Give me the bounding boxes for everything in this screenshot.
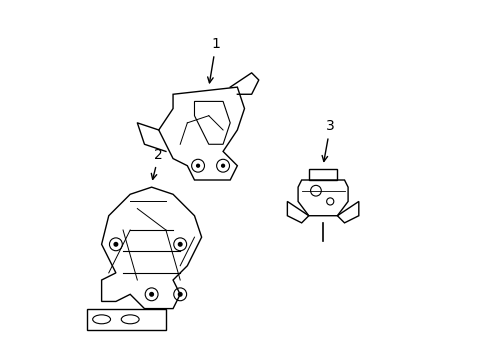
Circle shape — [178, 243, 182, 246]
Text: 2: 2 — [151, 148, 163, 179]
Circle shape — [196, 164, 199, 167]
Circle shape — [221, 164, 224, 167]
Circle shape — [114, 243, 118, 246]
Text: 1: 1 — [207, 37, 220, 83]
Circle shape — [178, 293, 182, 296]
Text: 3: 3 — [322, 120, 334, 161]
Circle shape — [149, 293, 153, 296]
